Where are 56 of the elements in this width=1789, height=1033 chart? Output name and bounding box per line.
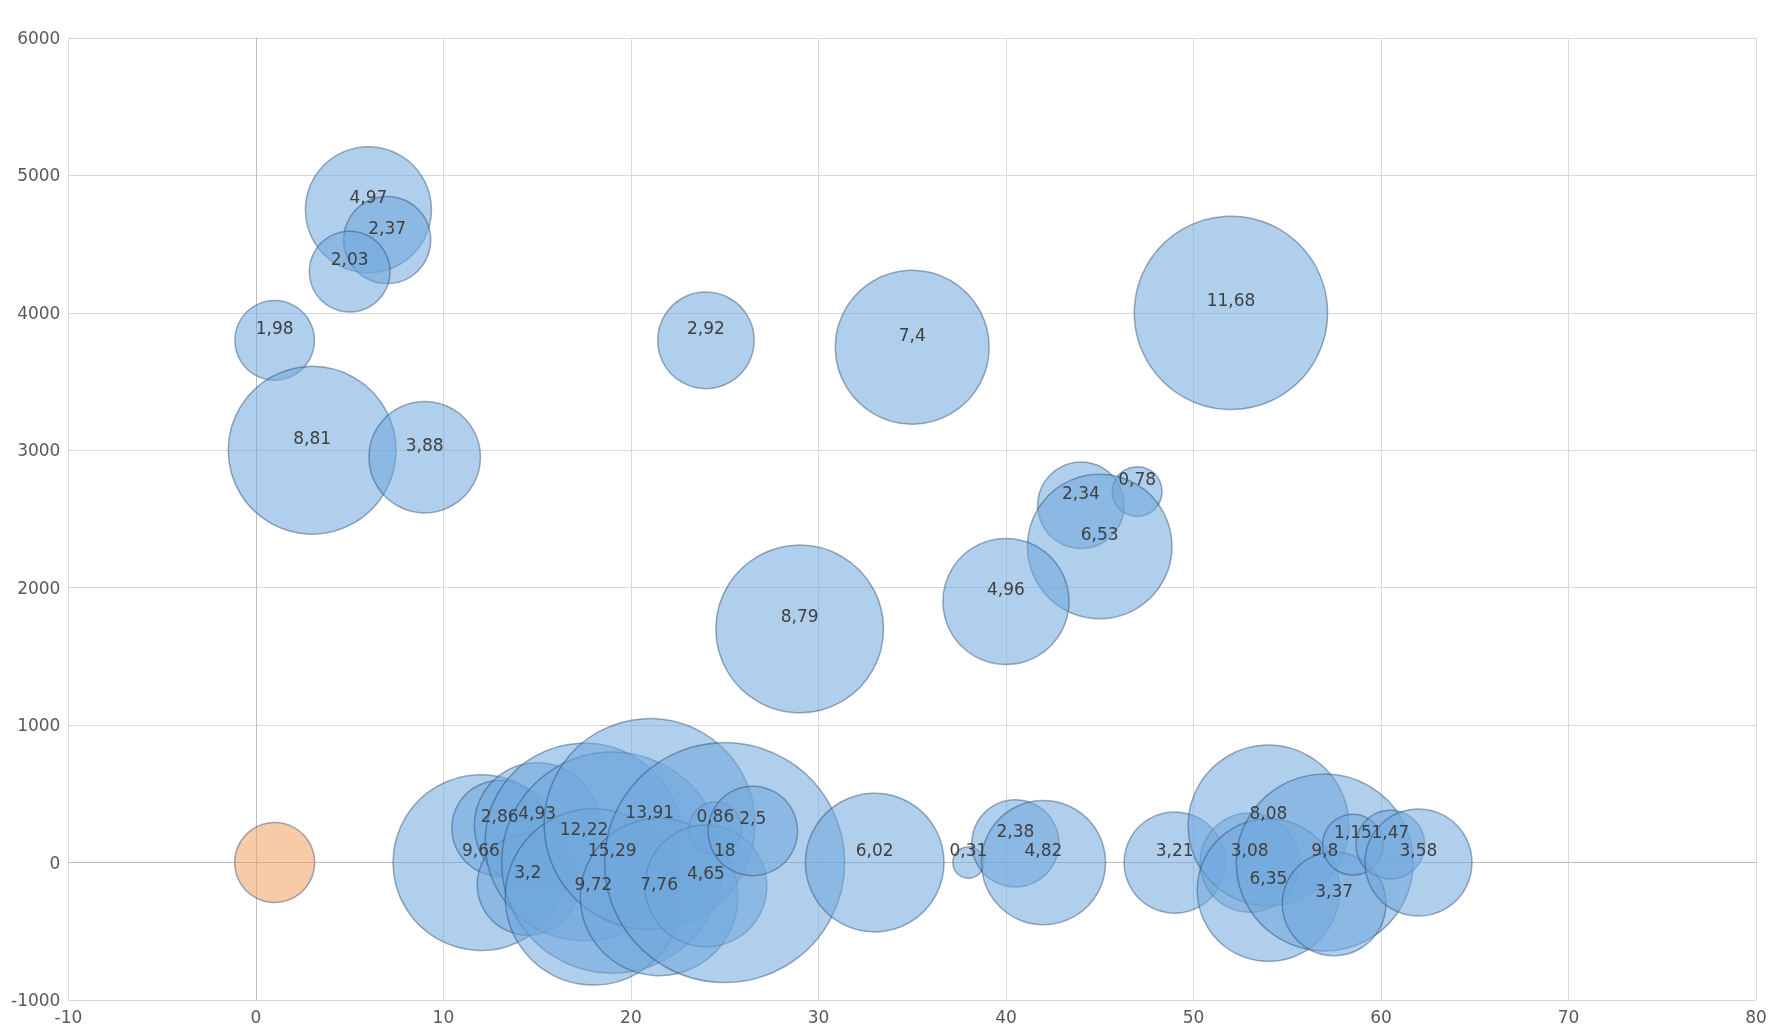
annotation: 13,91 <box>625 801 675 822</box>
annotation: 3,37 <box>1315 881 1354 902</box>
annotation: 8,79 <box>780 606 819 627</box>
annotation: 3,2 <box>514 862 542 883</box>
annotation: 12,22 <box>559 819 609 840</box>
annotation: 4,97 <box>349 187 388 208</box>
annotation: 1,15 <box>1333 822 1372 843</box>
x-tick-label: 50 <box>1182 1006 1205 1027</box>
annotation: 0,78 <box>1118 469 1157 490</box>
x-tick-label: 40 <box>995 1006 1017 1027</box>
x-tick-label: 20 <box>620 1006 642 1027</box>
x-tick-label: 70 <box>1557 1006 1580 1027</box>
annotation: 0,31 <box>949 840 988 861</box>
annotation: 2,86 <box>480 805 519 826</box>
annotation: 3,21 <box>1155 840 1194 861</box>
x-tick-label: 30 <box>807 1006 830 1027</box>
annotation: 2,34 <box>1062 482 1100 503</box>
annotation: 3,88 <box>405 434 444 455</box>
x-tick-label: 60 <box>1370 1006 1392 1027</box>
y-tick-label: 1000 <box>17 715 61 736</box>
annotation: 6,53 <box>1080 523 1119 544</box>
annotation: 4,93 <box>518 802 557 823</box>
annotation: 4,82 <box>1024 840 1063 861</box>
annotation: 9,66 <box>461 840 500 861</box>
annotation: 2,92 <box>687 317 725 338</box>
y-tick-label: 5000 <box>17 165 61 186</box>
annotation: 1,47 <box>1371 822 1410 843</box>
annotation: 11,68 <box>1206 290 1256 311</box>
annotation: 6,02 <box>855 840 894 861</box>
annotation: 8,08 <box>1249 802 1288 823</box>
y-tick-label: 2000 <box>17 577 61 598</box>
annotation: 2,5 <box>739 808 767 829</box>
y-tick-label: 0 <box>49 852 61 873</box>
annotation: 9,72 <box>574 874 613 895</box>
annotation: 2,37 <box>368 217 407 238</box>
x-tick-label: 80 <box>1745 1006 1767 1027</box>
y-tick-label: 4000 <box>17 302 61 323</box>
annotation: 6,35 <box>1249 867 1288 888</box>
annotation: 18 <box>713 840 736 861</box>
x-tick-label: 10 <box>432 1006 455 1027</box>
y-tick-label: 6000 <box>17 28 61 48</box>
annotation: 7,76 <box>640 874 678 895</box>
annotation: 7,4 <box>898 324 926 345</box>
annotation: 15,29 <box>587 840 637 861</box>
annotation: 0,86 <box>696 805 735 826</box>
annotation: 2,38 <box>996 820 1035 841</box>
annotation: 3,08 <box>1230 840 1269 861</box>
annotation: 8,81 <box>293 427 332 448</box>
annotation: 1,98 <box>255 317 294 338</box>
x-tick-label: 0 <box>250 1006 262 1027</box>
annotation: 4,65 <box>687 863 725 884</box>
annotation: 4,96 <box>987 578 1025 599</box>
annotation: 2,03 <box>330 249 369 270</box>
annotation: 3,58 <box>1399 840 1438 861</box>
y-tick-label: 3000 <box>17 440 61 461</box>
annotation: 9,8 <box>1311 840 1339 861</box>
